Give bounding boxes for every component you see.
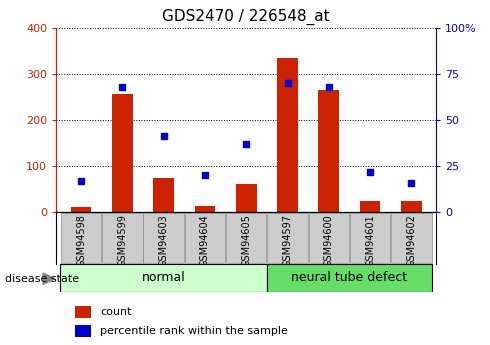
Text: count: count	[100, 307, 131, 317]
FancyBboxPatch shape	[185, 213, 225, 264]
Polygon shape	[43, 273, 55, 285]
FancyBboxPatch shape	[226, 213, 267, 264]
Bar	[75, 325, 91, 337]
Point	[201, 172, 209, 178]
Point	[160, 134, 168, 139]
Text: GSM94604: GSM94604	[200, 214, 210, 267]
Bar	[112, 93, 133, 212]
Bar	[75, 306, 91, 317]
Bar	[153, 178, 174, 212]
Bar	[318, 90, 339, 212]
Bar	[277, 58, 298, 212]
Text: percentile rank within the sample: percentile rank within the sample	[100, 326, 288, 336]
Text: disease state: disease state	[5, 274, 79, 284]
Point	[366, 169, 374, 174]
Text: normal: normal	[142, 271, 186, 284]
FancyBboxPatch shape	[102, 213, 143, 264]
FancyBboxPatch shape	[60, 264, 267, 292]
FancyBboxPatch shape	[350, 213, 390, 264]
Title: GDS2470 / 226548_at: GDS2470 / 226548_at	[162, 9, 330, 25]
Text: GSM94601: GSM94601	[365, 214, 375, 267]
Text: GSM94603: GSM94603	[159, 214, 169, 267]
Bar	[71, 207, 92, 212]
Point	[407, 180, 415, 185]
Bar	[360, 201, 380, 212]
FancyBboxPatch shape	[144, 213, 184, 264]
Bar	[401, 201, 422, 212]
Text: GSM94600: GSM94600	[324, 214, 334, 267]
Text: GSM94602: GSM94602	[406, 214, 416, 267]
Point	[119, 84, 126, 89]
FancyBboxPatch shape	[61, 213, 101, 264]
Text: GSM94605: GSM94605	[241, 214, 251, 267]
Point	[284, 80, 292, 86]
Bar	[236, 184, 257, 212]
FancyBboxPatch shape	[309, 213, 349, 264]
Point	[77, 178, 85, 184]
FancyBboxPatch shape	[267, 213, 308, 264]
Text: GSM94597: GSM94597	[283, 214, 293, 267]
FancyBboxPatch shape	[391, 213, 432, 264]
Bar	[195, 206, 215, 212]
Point	[243, 141, 250, 147]
FancyBboxPatch shape	[267, 264, 432, 292]
Text: neural tube defect: neural tube defect	[292, 271, 408, 284]
Text: GSM94598: GSM94598	[76, 214, 86, 267]
Text: GSM94599: GSM94599	[118, 214, 127, 267]
Point	[325, 84, 333, 89]
